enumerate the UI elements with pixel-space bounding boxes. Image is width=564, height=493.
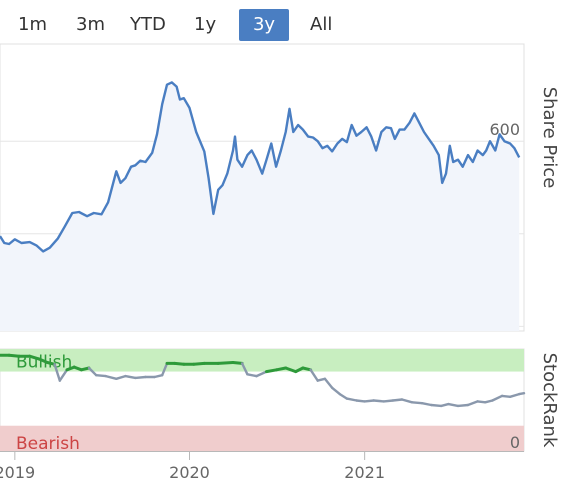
x-tick-label: 2021 bbox=[344, 463, 385, 482]
stockrank-line-segment bbox=[309, 368, 319, 382]
stockrank-line-segment bbox=[240, 362, 249, 376]
stockrank-line-segment bbox=[153, 374, 164, 379]
price-area-fill bbox=[0, 82, 520, 332]
stockrank-line-segment bbox=[316, 377, 327, 382]
stockrank-line-segment bbox=[420, 402, 433, 407]
stockrank-line-segment bbox=[400, 398, 414, 404]
stockrank-line-segment bbox=[447, 402, 460, 408]
stockrank-line-segment bbox=[345, 397, 358, 402]
range-button-1y[interactable]: 1y bbox=[194, 14, 217, 35]
stockrank-line-segment bbox=[160, 362, 169, 377]
x-tick-label: 2020 bbox=[169, 463, 210, 482]
stockrank-line-segment bbox=[7, 353, 21, 358]
stockrank-line-segment bbox=[355, 399, 366, 403]
price-tick-label: 600 bbox=[489, 120, 520, 139]
stockrank-line-segment bbox=[323, 377, 334, 389]
range-selector: 1m 3m YTD 1y 3y All bbox=[0, 6, 420, 42]
stockrank-line-segment bbox=[124, 374, 137, 380]
range-button-ytd[interactable]: YTD bbox=[130, 14, 166, 35]
stockrank-line-segment bbox=[491, 394, 504, 402]
stockrank-line-segment bbox=[53, 363, 61, 382]
stockrank-line-segment bbox=[28, 354, 41, 361]
stockrank-line-segment bbox=[45, 361, 57, 366]
stockrank-line-segment bbox=[255, 370, 268, 378]
price-series-line bbox=[0, 81, 521, 253]
range-button-3m[interactable]: 3m bbox=[76, 14, 105, 35]
stockrank-line-segment bbox=[456, 403, 470, 408]
stockrank-line-segment bbox=[330, 386, 341, 396]
stockrank-line-segment bbox=[115, 374, 127, 380]
stockrank-line-segment bbox=[134, 375, 147, 380]
stockrank-line-segment bbox=[275, 366, 288, 372]
stockrank-line-segment bbox=[79, 366, 91, 372]
stockrank-line-segment bbox=[246, 373, 258, 378]
rank-tick-label: 0 bbox=[510, 433, 520, 452]
time-axis: 2019 2020 2021 bbox=[0, 451, 524, 482]
stockrank-line-segment bbox=[476, 400, 487, 404]
share-price-panel: 200400600Share Price bbox=[0, 43, 560, 332]
stockrank-line-segment bbox=[338, 392, 349, 400]
stockrank-axis-title: StockRank bbox=[539, 353, 560, 448]
stockrank-line-segment bbox=[500, 394, 512, 398]
bullish-zone bbox=[0, 349, 524, 372]
stockrank-line-segment bbox=[104, 374, 118, 380]
stockrank-line-segment bbox=[440, 402, 450, 408]
stockrank-line-segment bbox=[284, 366, 298, 374]
stockrank-line-segment bbox=[37, 357, 49, 364]
stockrank-line-segment bbox=[231, 361, 244, 365]
bearish-zone bbox=[0, 425, 524, 451]
bearish-label: Bearish bbox=[16, 434, 80, 454]
stockrank-line-segment bbox=[382, 399, 395, 403]
stockrank-line-segment bbox=[58, 368, 69, 382]
stockrank-line-segment bbox=[508, 392, 521, 398]
stockrank-line-segment bbox=[363, 399, 375, 403]
stockrank-panel: BullishBearish0StockRank bbox=[0, 348, 560, 454]
stockrank-line-segment bbox=[216, 361, 235, 365]
stockrank-line-segment bbox=[173, 361, 186, 366]
stockrank-line-segment bbox=[87, 366, 98, 377]
range-button-all[interactable]: All bbox=[310, 14, 333, 35]
stockrank-line-segment bbox=[301, 366, 313, 372]
price-axis-title: Share Price bbox=[539, 87, 560, 189]
stockrank-line-segment bbox=[484, 399, 494, 404]
range-button-3y[interactable]: 3y bbox=[239, 9, 289, 41]
stockrank-line-segment bbox=[466, 400, 479, 407]
stockrank-line-segment bbox=[372, 399, 385, 403]
stockrank-line-segment bbox=[430, 403, 443, 408]
stockrank-line-segment bbox=[391, 398, 404, 402]
stockrank-line-segment bbox=[518, 392, 526, 396]
x-tick-label: 2019 bbox=[0, 463, 35, 482]
range-button-1m[interactable]: 1m bbox=[18, 14, 47, 35]
stockrank-line-segment bbox=[410, 401, 424, 405]
stockrank-line-segment bbox=[94, 374, 108, 378]
stockrank-line-segment bbox=[192, 361, 206, 366]
stockrank-line-segment bbox=[265, 368, 279, 374]
